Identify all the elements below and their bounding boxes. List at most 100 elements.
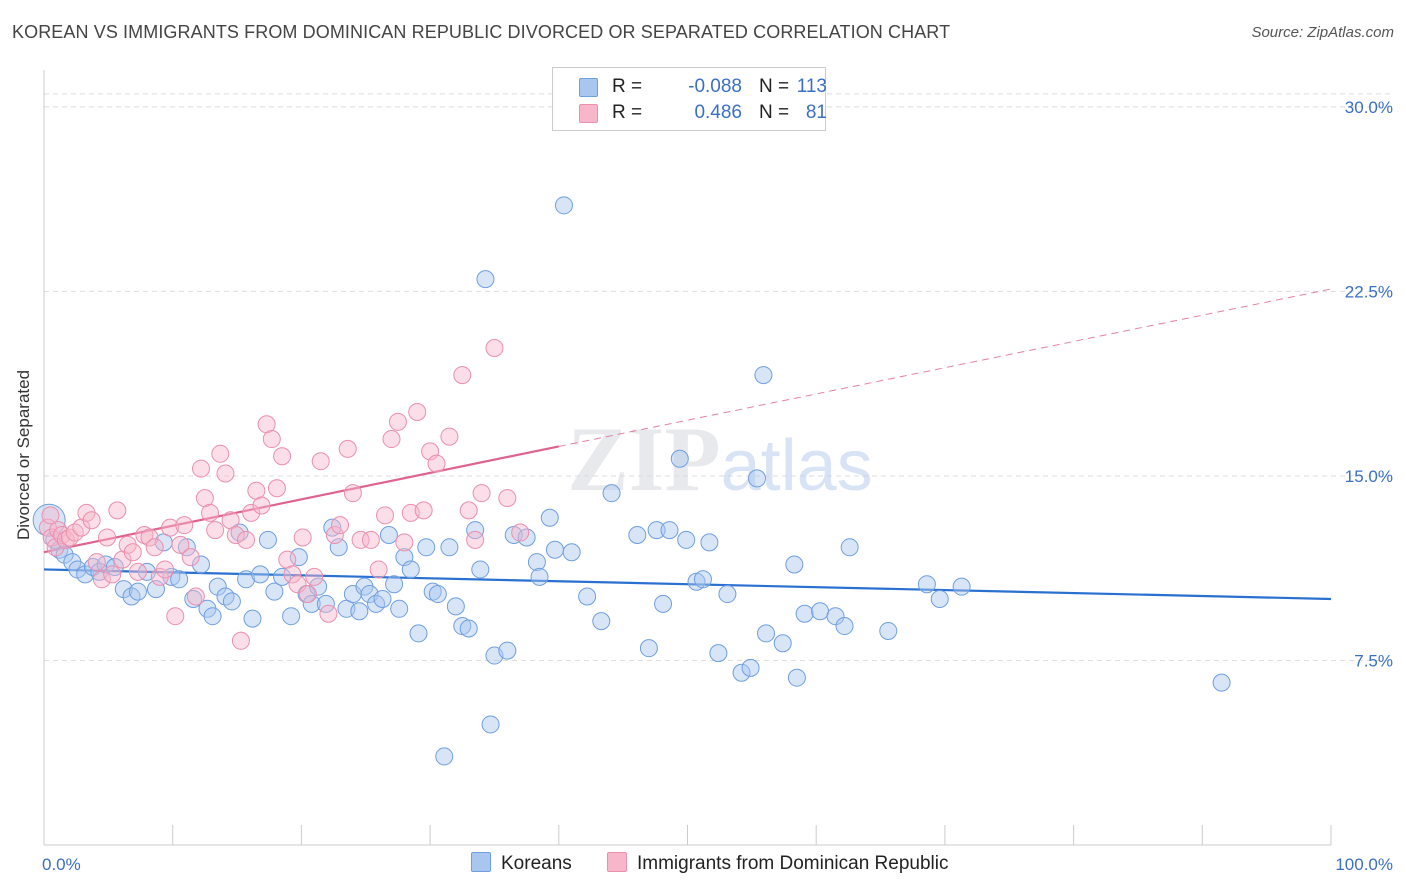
dominican-point	[361, 530, 380, 549]
korean-point	[114, 580, 133, 599]
dominican-point	[92, 570, 111, 589]
korean-point	[208, 577, 227, 596]
korean-point	[930, 589, 949, 608]
korean-point	[76, 565, 95, 584]
korean-point	[251, 565, 270, 584]
korean-point	[466, 521, 485, 540]
tick-labels: 7.5% 15.0% 22.5% 30.0% 0.0% 100.0%	[42, 98, 1393, 874]
n-label: N =	[759, 102, 790, 123]
korean-point	[222, 592, 241, 611]
n-label: N =	[759, 76, 790, 97]
korean-point	[409, 624, 428, 643]
r-value: 0.486	[694, 102, 742, 123]
korean-point	[203, 607, 222, 626]
dominican-point	[108, 501, 127, 520]
korean-point	[459, 619, 478, 638]
dominican-point	[319, 604, 338, 623]
korean-point	[258, 530, 277, 549]
korean-point	[289, 548, 308, 567]
dominican-point	[231, 631, 250, 650]
y-tick-label: 30.0%	[1345, 98, 1393, 117]
dominican-point	[201, 503, 220, 522]
dominican-point	[226, 526, 245, 544]
korean-point	[578, 587, 597, 606]
dominican-point	[123, 543, 142, 562]
korean-point	[757, 624, 776, 643]
korean-point	[639, 639, 658, 658]
korean-point	[654, 594, 673, 613]
korean-point	[401, 560, 420, 579]
bottom-legend-swatch	[607, 852, 627, 872]
korean-point	[795, 604, 814, 623]
dominican-point	[82, 511, 101, 530]
dominican-point	[216, 464, 235, 483]
dominican-point	[485, 339, 504, 358]
dominican-point	[414, 501, 433, 520]
korean-point	[754, 366, 773, 385]
korean-trend-line	[43, 568, 1332, 601]
dominican-point	[466, 530, 485, 549]
r-label: R =	[612, 102, 643, 123]
y-tick-label: 7.5%	[1354, 651, 1393, 670]
dominican-point	[325, 526, 344, 544]
x-tick-label: 100.0%	[1335, 855, 1393, 874]
stats-legend: R = -0.088 N = 113 R = 0.486 N = 81	[552, 67, 827, 131]
dominican-point	[41, 506, 60, 525]
dominican-point	[388, 412, 407, 431]
bottom-legend-label: Immigrants from Dominican Republic	[637, 853, 949, 874]
korean-point	[440, 538, 459, 557]
korean-point	[811, 602, 830, 621]
axes	[43, 70, 1332, 846]
korean-point	[660, 521, 679, 540]
dominican-point	[262, 430, 281, 449]
dominican-point	[87, 553, 106, 572]
dominican-point	[155, 560, 174, 579]
korean-point	[700, 533, 719, 552]
korean-point	[373, 589, 392, 608]
dominican-point	[211, 444, 230, 463]
dominican-point	[351, 530, 370, 549]
korean-point	[498, 641, 517, 660]
korean-point	[243, 609, 262, 628]
korean-point	[709, 644, 728, 663]
dominican-point	[311, 452, 330, 471]
korean-point	[385, 575, 404, 594]
korean-point	[785, 555, 804, 574]
bottom-legend-label: Koreans	[501, 853, 572, 874]
korean-point	[677, 530, 696, 549]
dominican-point	[161, 518, 180, 537]
korean-point	[446, 597, 465, 616]
korean-point	[592, 612, 611, 631]
r-value: -0.088	[688, 76, 742, 97]
r-label: R =	[612, 76, 643, 97]
korean-point	[826, 607, 845, 626]
dominican-point	[186, 587, 205, 606]
dominican-point	[181, 548, 200, 567]
y-tick-label: 22.5%	[1345, 282, 1393, 301]
dominican-point	[395, 533, 414, 552]
korean-point	[787, 668, 806, 687]
bottom-legend-koreans: Koreans	[471, 852, 572, 875]
korean-point	[628, 526, 647, 544]
korean-point	[602, 484, 621, 503]
korean-point	[741, 658, 760, 677]
dominican-point	[242, 503, 261, 522]
dominican-point	[427, 454, 446, 473]
korean-point	[840, 538, 859, 557]
korean-point	[917, 575, 936, 594]
x-tick-label: 0.0%	[42, 855, 81, 874]
dominican-point	[369, 560, 388, 579]
dominican-point	[171, 535, 190, 554]
korean-point	[545, 540, 564, 559]
dominican-point	[175, 516, 194, 535]
korean-point	[647, 521, 666, 540]
korean-point	[390, 599, 409, 618]
korean-point	[1212, 673, 1231, 692]
korean-point	[350, 602, 369, 621]
korean-point	[554, 196, 573, 215]
korean-point	[55, 545, 74, 564]
dominican-point	[192, 459, 211, 478]
source-credit: Source: ZipAtlas.com	[1251, 24, 1394, 41]
dominican-point	[166, 607, 185, 626]
